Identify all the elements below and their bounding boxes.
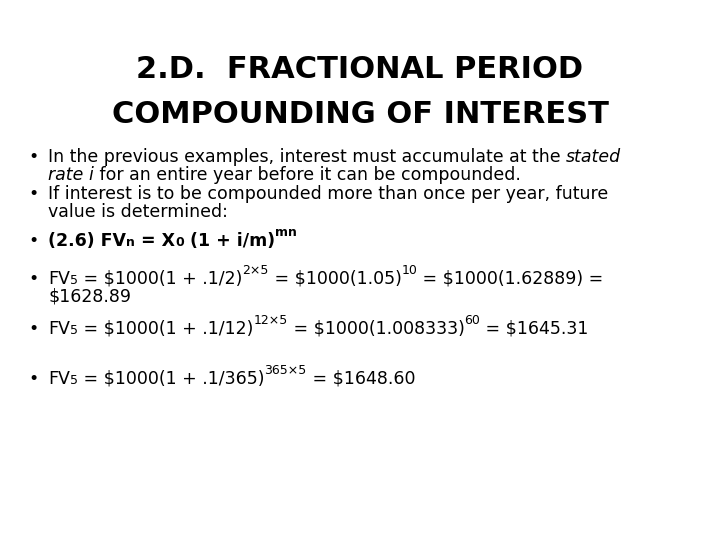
Text: •: • [28, 370, 38, 388]
Text: 365×5: 365×5 [264, 364, 307, 377]
Text: (2.6) FV: (2.6) FV [48, 232, 126, 250]
Text: $1628.89: $1628.89 [48, 288, 131, 306]
Text: COMPOUNDING OF INTEREST: COMPOUNDING OF INTEREST [112, 100, 608, 129]
Text: = $1000(1.008333): = $1000(1.008333) [287, 320, 464, 338]
Text: value is determined:: value is determined: [48, 203, 228, 221]
Text: = $1000(1 + .1/365): = $1000(1 + .1/365) [78, 370, 264, 388]
Text: stated: stated [566, 148, 621, 166]
Text: FV: FV [48, 370, 70, 388]
Text: = $1645.31: = $1645.31 [480, 320, 589, 338]
Text: FV: FV [48, 320, 70, 338]
Text: FV: FV [48, 270, 70, 288]
Text: 5: 5 [70, 324, 78, 337]
Text: •: • [28, 270, 38, 288]
Text: n: n [126, 236, 135, 249]
Text: 0: 0 [175, 236, 184, 249]
Text: 10: 10 [402, 264, 418, 277]
Text: = $1000(1.62889) =: = $1000(1.62889) = [418, 270, 603, 288]
Text: = $1000(1.05): = $1000(1.05) [269, 270, 402, 288]
Text: (1 + i/m): (1 + i/m) [184, 232, 275, 250]
Text: 5: 5 [70, 274, 78, 287]
Text: 5: 5 [70, 374, 78, 387]
Text: 2.D.  FRACTIONAL PERIOD: 2.D. FRACTIONAL PERIOD [136, 55, 584, 84]
Text: If interest is to be compounded more than once per year, future: If interest is to be compounded more tha… [48, 185, 608, 203]
Text: for an entire year before it can be compounded.: for an entire year before it can be comp… [94, 166, 521, 184]
Text: = $1000(1 + .1/2): = $1000(1 + .1/2) [78, 270, 242, 288]
Text: = X: = X [135, 232, 175, 250]
Text: In the previous examples, interest must accumulate at the: In the previous examples, interest must … [48, 148, 566, 166]
Text: 12×5: 12×5 [253, 314, 287, 327]
Text: •: • [28, 148, 38, 166]
Text: 60: 60 [464, 314, 480, 327]
Text: = $1648.60: = $1648.60 [307, 370, 415, 388]
Text: rate: rate [48, 166, 89, 184]
Text: 2×5: 2×5 [242, 264, 269, 277]
Text: •: • [28, 185, 38, 203]
Text: mn: mn [275, 226, 297, 239]
Text: = $1000(1 + .1/12): = $1000(1 + .1/12) [78, 320, 253, 338]
Text: •: • [28, 232, 38, 250]
Text: •: • [28, 320, 38, 338]
Text: i: i [89, 166, 94, 184]
